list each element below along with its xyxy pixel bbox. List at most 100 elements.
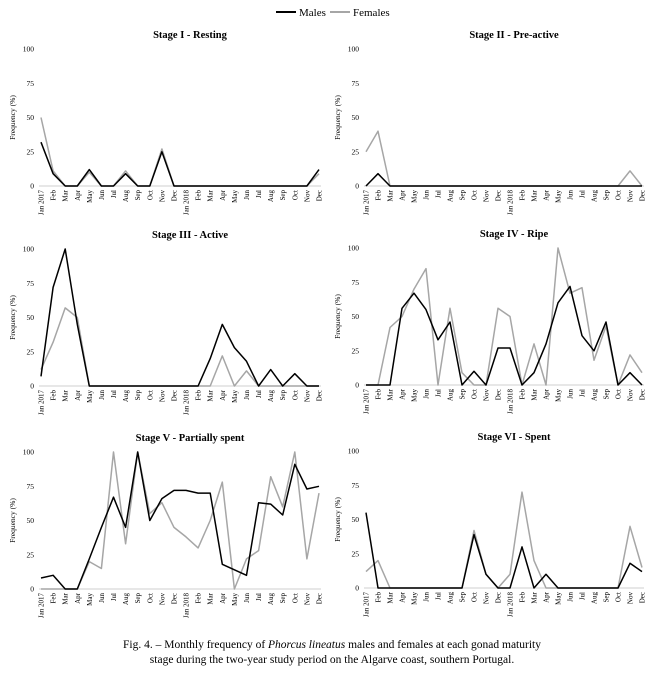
x-tick-label: Jun bbox=[567, 592, 575, 602]
x-tick-label: Dec bbox=[639, 190, 647, 201]
x-tick-label: May bbox=[86, 190, 94, 203]
y-tick-label: 100 bbox=[23, 245, 35, 254]
x-tick-label: Feb bbox=[195, 190, 203, 201]
series-line-females bbox=[40, 117, 320, 187]
x-tick-label: Sep bbox=[459, 592, 467, 603]
x-tick-label: Nov bbox=[627, 190, 635, 203]
x-tick-label: Jun bbox=[423, 389, 431, 399]
x-tick-label: Aug bbox=[122, 390, 130, 403]
x-tick-label: Jul bbox=[435, 592, 443, 600]
y-tick-label: 0 bbox=[355, 182, 359, 191]
x-tick-label: May bbox=[555, 389, 563, 402]
x-tick-label: Mar bbox=[531, 189, 539, 201]
series-line-females bbox=[366, 247, 643, 386]
chart-panel-5: Stage V - Partially spent Frequency (%) 0 2… bbox=[8, 433, 324, 618]
legend-males-label: Males bbox=[299, 7, 326, 19]
caption-line2: stage during the two-year study period o… bbox=[149, 654, 515, 666]
series-line-males bbox=[40, 248, 319, 387]
x-tick-label: Jun bbox=[243, 190, 251, 200]
y-tick-label: 75 bbox=[27, 79, 35, 88]
x-tick-label: Sep bbox=[603, 592, 611, 603]
x-tick-label: Jun bbox=[98, 593, 106, 603]
x-tick-label: Feb bbox=[50, 390, 58, 401]
x-tick-label: Feb bbox=[375, 389, 383, 400]
x-tick-label: Nov bbox=[303, 190, 311, 203]
x-tick-label: Apr bbox=[543, 189, 551, 201]
x-tick-label: Jun bbox=[567, 190, 575, 200]
chart-title: Stage V - Partially spent bbox=[136, 433, 245, 444]
y-tick-label: 50 bbox=[27, 516, 35, 525]
x-tick-label: Aug bbox=[591, 389, 599, 402]
y-tick-label: 25 bbox=[27, 147, 35, 156]
chart-title: Stage IV - Ripe bbox=[480, 229, 549, 240]
x-tick-label: Sep bbox=[134, 190, 142, 201]
y-tick-label: 75 bbox=[352, 278, 360, 287]
y-tick-label: 25 bbox=[27, 550, 35, 559]
x-tick-label: Oct bbox=[146, 390, 154, 400]
x-tick-label: Sep bbox=[279, 593, 287, 604]
series-line-females bbox=[365, 130, 643, 187]
x-tick-label: Jan 2018 bbox=[507, 389, 515, 415]
y-tick-label: 75 bbox=[27, 482, 35, 491]
series-line-females bbox=[40, 307, 319, 387]
chart-title: Stage II - Pre-active bbox=[469, 30, 559, 41]
x-tick-label: Jan 2017 bbox=[38, 593, 46, 619]
y-axis-label: Frequency (%) bbox=[333, 294, 342, 339]
x-tick-label: Apr bbox=[543, 388, 551, 400]
x-tick-label: Apr bbox=[219, 389, 227, 401]
x-tick-label: Oct bbox=[471, 389, 479, 399]
x-tick-label: Nov bbox=[483, 389, 491, 402]
chart-legend: Males Females bbox=[276, 7, 390, 19]
x-tick-label: Dec bbox=[495, 190, 503, 201]
x-tick-label: Oct bbox=[615, 592, 623, 602]
x-tick-label: Jan 2017 bbox=[38, 390, 46, 416]
x-tick-label: May bbox=[411, 190, 419, 203]
x-tick-label: Oct bbox=[471, 592, 479, 602]
x-tick-label: Aug bbox=[267, 190, 275, 203]
x-tick-label: Sep bbox=[603, 389, 611, 400]
x-tick-label: Feb bbox=[519, 190, 527, 201]
x-tick-label: Sep bbox=[134, 593, 142, 604]
x-tick-label: Dec bbox=[316, 593, 324, 604]
x-tick-label: Oct bbox=[291, 190, 299, 200]
series-line-males bbox=[40, 141, 320, 187]
x-tick-label: Apr bbox=[74, 189, 82, 201]
y-tick-label: 50 bbox=[27, 313, 35, 322]
x-tick-label: Nov bbox=[158, 190, 166, 203]
x-tick-label: Sep bbox=[603, 190, 611, 201]
x-tick-label: Dec bbox=[495, 592, 503, 603]
x-tick-label: May bbox=[231, 593, 239, 606]
x-tick-label: Jan 2017 bbox=[363, 389, 371, 415]
x-tick-label: Apr bbox=[74, 389, 82, 401]
legend-item-females: Females bbox=[330, 7, 390, 19]
x-tick-label: Sep bbox=[134, 390, 142, 401]
y-tick-label: 100 bbox=[348, 244, 360, 253]
x-tick-label: Jul bbox=[255, 390, 263, 398]
x-tick-label: Feb bbox=[50, 190, 58, 201]
x-tick-label: Nov bbox=[303, 593, 311, 606]
y-axis-label: Frequency (%) bbox=[8, 295, 17, 340]
x-tick-label: Apr bbox=[399, 591, 407, 603]
y-axis-label: Frequency (%) bbox=[8, 95, 17, 140]
x-tick-label: Aug bbox=[267, 593, 275, 606]
y-tick-label: 0 bbox=[30, 382, 34, 391]
x-tick-label: May bbox=[555, 190, 563, 203]
y-axis-label: Frequency (%) bbox=[333, 95, 342, 140]
x-tick-label: Nov bbox=[483, 190, 491, 203]
x-tick-label: Jul bbox=[110, 390, 118, 398]
x-tick-label: Nov bbox=[303, 390, 311, 403]
x-tick-label: Jan 2017 bbox=[38, 190, 46, 216]
y-tick-label: 25 bbox=[27, 347, 35, 356]
x-tick-label: Jun bbox=[423, 592, 431, 602]
x-tick-label: May bbox=[555, 592, 563, 605]
x-tick-label: Jun bbox=[243, 390, 251, 400]
x-tick-label: Feb bbox=[519, 389, 527, 400]
y-tick-label: 75 bbox=[352, 481, 360, 490]
legend-females-label: Females bbox=[353, 7, 390, 19]
y-axis-label: Frequency (%) bbox=[8, 498, 17, 543]
x-tick-label: Apr bbox=[399, 388, 407, 400]
chart-title: Stage I - Resting bbox=[153, 30, 228, 41]
x-tick-label: May bbox=[411, 389, 419, 402]
series-line-males bbox=[365, 512, 643, 589]
x-tick-label: Apr bbox=[543, 591, 551, 603]
